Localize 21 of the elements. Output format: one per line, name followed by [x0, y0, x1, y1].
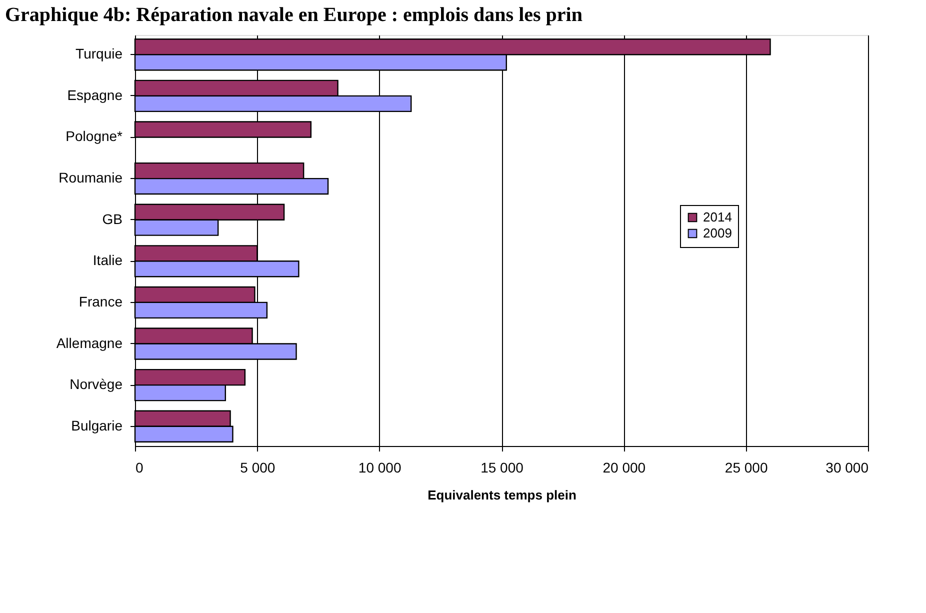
- x-axis-title: Equivalents temps plein: [428, 488, 576, 502]
- x-tick-label: 5 000: [240, 460, 276, 476]
- x-tick-label: 10 000: [358, 460, 402, 476]
- y-tick-label: Bulgarie: [71, 417, 123, 434]
- y-tick-label: Pologne*: [66, 128, 124, 144]
- y-tick-label: Norvège: [70, 376, 123, 392]
- y-tick-label: Roumanie: [58, 170, 123, 186]
- y-tick-label: GB: [102, 210, 122, 227]
- y-tick-label: Italie: [92, 252, 123, 268]
- x-tick-label: 15 000: [480, 460, 524, 476]
- y-tick-label: Turquie: [76, 46, 123, 62]
- x-tick-label: 25 000: [724, 460, 768, 476]
- x-tick-label: 20 000: [602, 460, 646, 476]
- chart-title: Graphique 4b: Réparation navale en Europe : emplois dans les prin: [5, 4, 582, 26]
- x-tick-label: 0: [136, 460, 144, 476]
- y-tick-label: France: [78, 293, 123, 310]
- y-tick-label: Allemagne: [56, 334, 123, 351]
- y-tick-label: Espagne: [67, 86, 123, 103]
- legend-label: 2014: [703, 210, 732, 224]
- x-tick-label: 30 000: [826, 460, 869, 476]
- legend-label: 2009: [703, 226, 732, 240]
